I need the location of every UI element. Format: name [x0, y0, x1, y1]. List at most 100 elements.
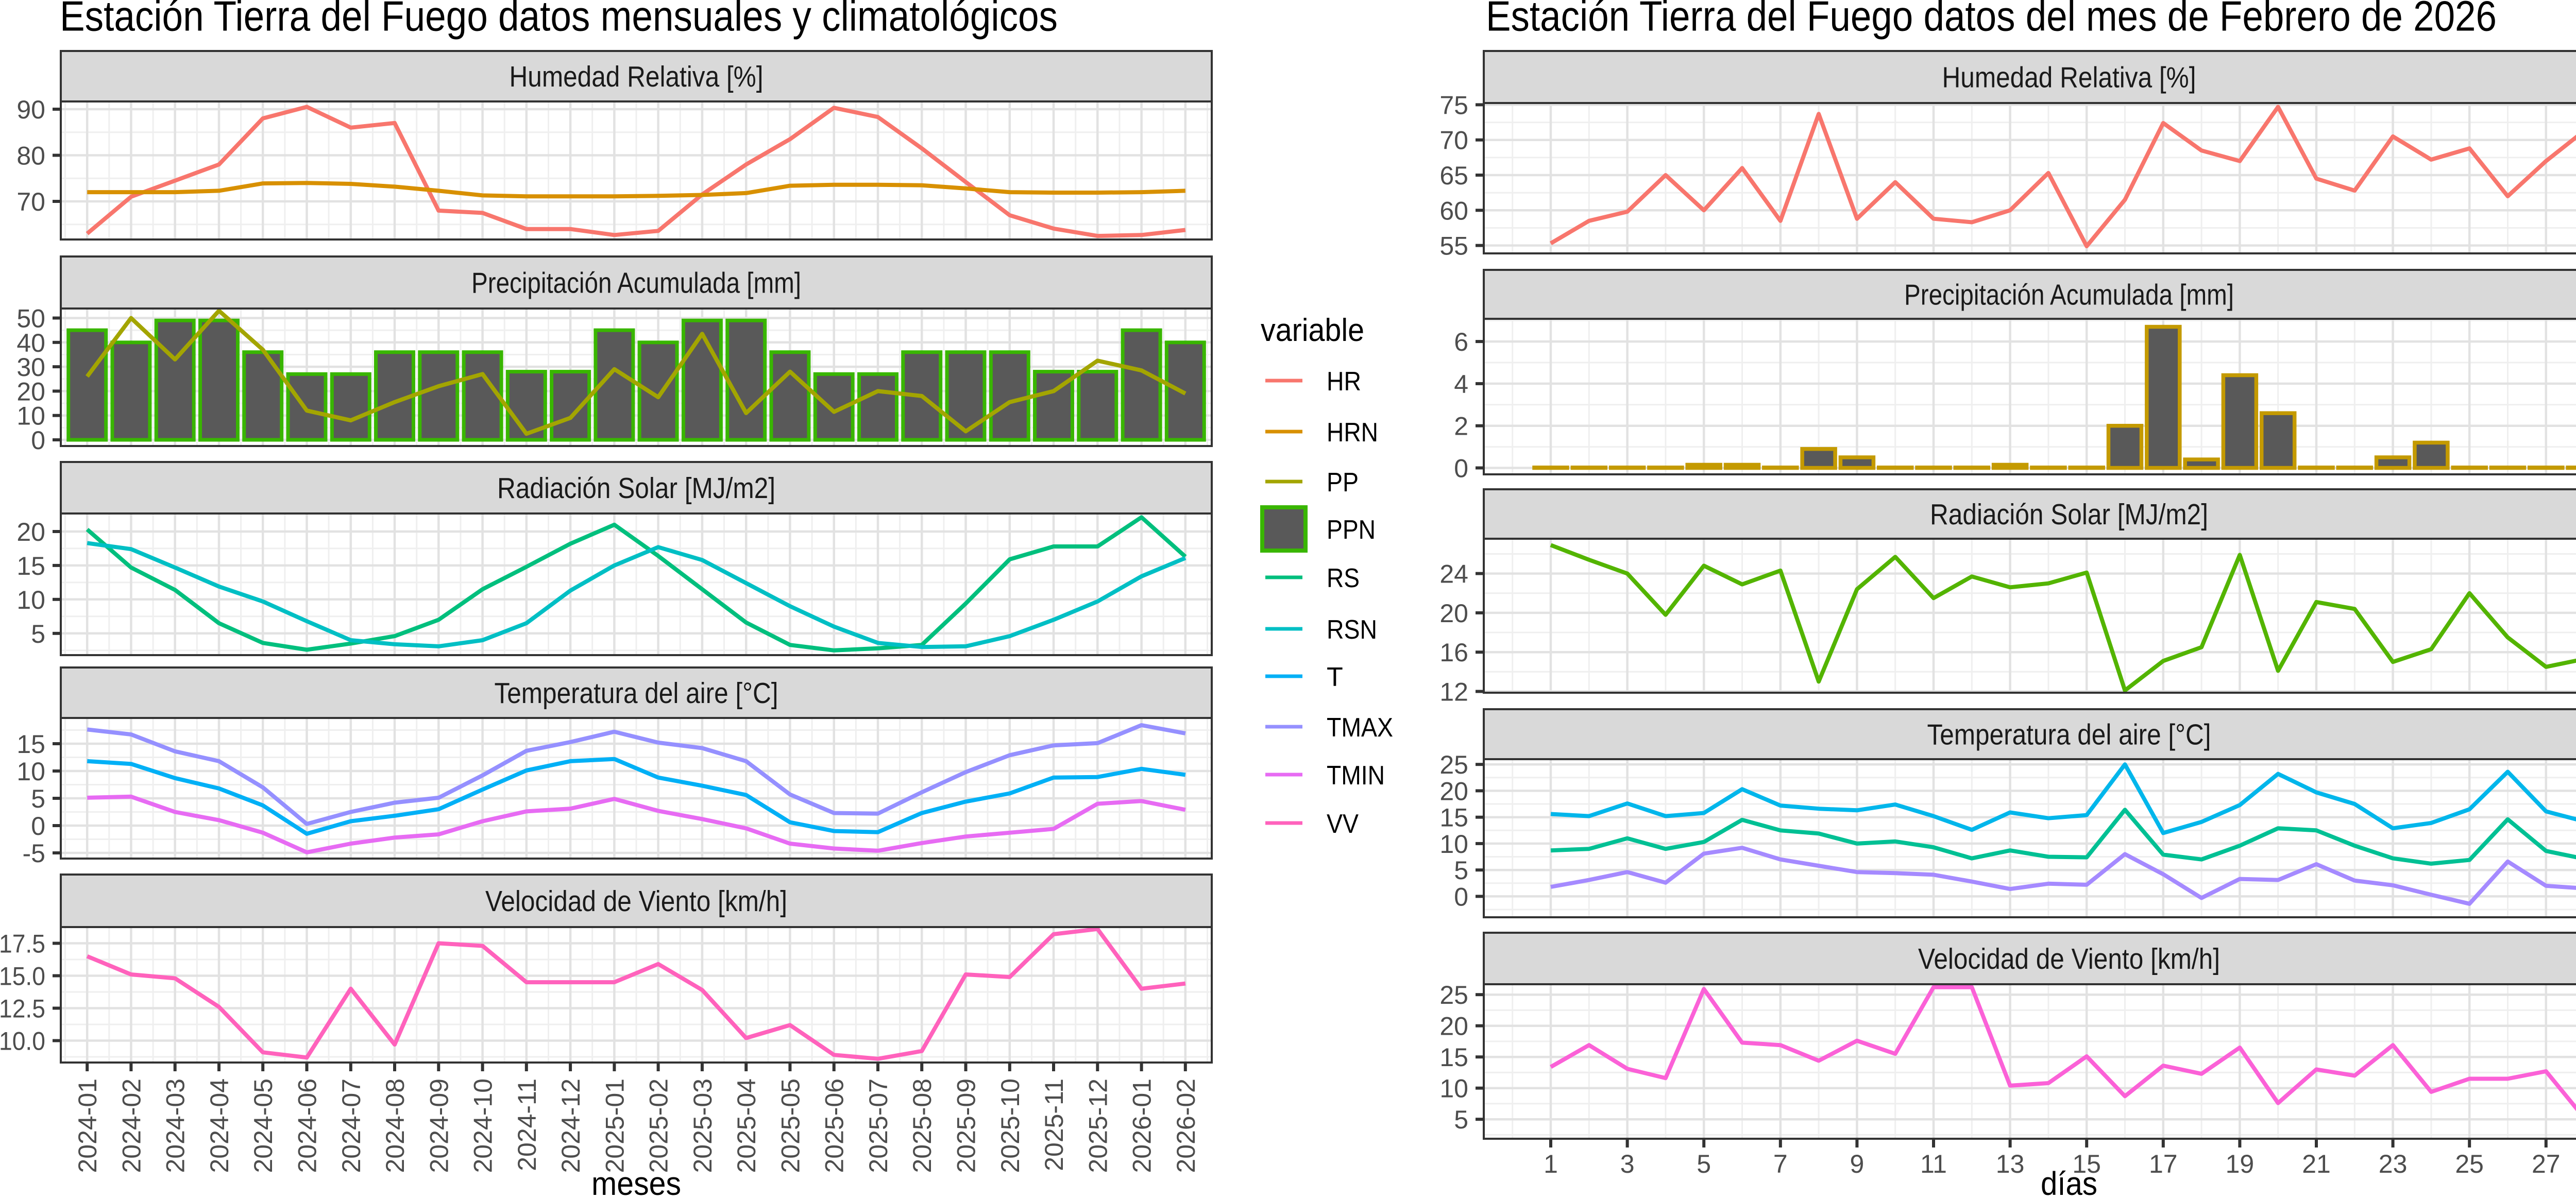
svg-text:2024-08: 2024-08 [381, 1078, 410, 1173]
svg-text:1: 1 [1544, 1150, 1558, 1178]
svg-text:2024-09: 2024-09 [425, 1078, 453, 1173]
svg-text:30: 30 [16, 353, 45, 382]
svg-text:20: 20 [16, 518, 45, 546]
svg-text:90: 90 [16, 95, 45, 124]
svg-text:2024-10: 2024-10 [469, 1078, 498, 1173]
svg-text:15: 15 [16, 730, 45, 759]
svg-text:15.0: 15.0 [0, 962, 45, 991]
svg-text:RS: RS [1327, 563, 1360, 593]
svg-text:5: 5 [31, 620, 45, 648]
svg-text:21: 21 [2302, 1150, 2331, 1178]
svg-text:Estación Tierra del Fuego dato: Estación Tierra del Fuego datos del mes … [1486, 0, 2497, 40]
svg-text:10: 10 [1439, 1074, 1468, 1103]
svg-text:variable: variable [1261, 313, 1364, 348]
svg-text:Radiación Solar [MJ/m2]: Radiación Solar [MJ/m2] [497, 472, 775, 505]
svg-text:Temperatura del aire [°C]: Temperatura del aire [°C] [1927, 718, 2211, 751]
svg-text:2024-11: 2024-11 [513, 1078, 541, 1171]
svg-text:23: 23 [2379, 1150, 2408, 1178]
svg-text:24: 24 [1439, 560, 1468, 589]
svg-text:Temperatura del aire [°C]: Temperatura del aire [°C] [495, 677, 778, 710]
svg-text:2024-12: 2024-12 [556, 1078, 585, 1173]
svg-text:12: 12 [1439, 678, 1468, 707]
svg-text:TMAX: TMAX [1327, 713, 1393, 743]
svg-text:19: 19 [2226, 1150, 2255, 1178]
svg-text:2025-04: 2025-04 [732, 1078, 761, 1173]
svg-text:Humedad Relativa [%]: Humedad Relativa [%] [510, 60, 764, 93]
svg-text:20: 20 [16, 377, 45, 406]
svg-text:50: 50 [16, 304, 45, 333]
svg-text:RSN: RSN [1327, 615, 1377, 645]
svg-text:Radiación Solar [MJ/m2]: Radiación Solar [MJ/m2] [1930, 498, 2208, 531]
svg-text:10: 10 [16, 402, 45, 431]
svg-text:10.0: 10.0 [0, 1027, 45, 1056]
svg-text:65: 65 [1439, 161, 1468, 190]
svg-text:2025-03: 2025-03 [688, 1078, 717, 1173]
svg-text:16: 16 [1439, 638, 1468, 667]
svg-text:5: 5 [1697, 1150, 1711, 1178]
svg-text:7: 7 [1773, 1150, 1788, 1178]
svg-text:2024-07: 2024-07 [337, 1078, 366, 1173]
svg-text:40: 40 [16, 329, 45, 357]
svg-text:2: 2 [1454, 412, 1468, 441]
svg-text:13: 13 [1996, 1150, 2025, 1178]
svg-text:VV: VV [1327, 809, 1359, 839]
svg-text:11: 11 [1920, 1150, 1947, 1178]
svg-text:0: 0 [1454, 454, 1468, 483]
svg-text:2025-01: 2025-01 [600, 1078, 629, 1173]
svg-text:15: 15 [1439, 803, 1468, 832]
svg-text:17.5: 17.5 [0, 930, 45, 958]
svg-text:2024-01: 2024-01 [73, 1078, 102, 1173]
svg-text:Velocidad de Viento [km/h]: Velocidad de Viento [km/h] [1918, 943, 2220, 975]
svg-text:4: 4 [1454, 370, 1468, 399]
svg-text:60: 60 [1439, 196, 1468, 225]
svg-text:3: 3 [1620, 1150, 1635, 1178]
svg-text:0: 0 [1454, 882, 1468, 911]
svg-text:Estación Tierra del Fuego dato: Estación Tierra del Fuego datos mensuale… [60, 0, 1058, 40]
svg-text:Precipitación Acumulada [mm]: Precipitación Acumulada [mm] [1904, 279, 2234, 312]
svg-text:Velocidad de Viento [km/h]: Velocidad de Viento [km/h] [485, 885, 787, 918]
svg-text:20: 20 [1439, 1012, 1468, 1041]
svg-text:2024-03: 2024-03 [161, 1078, 190, 1173]
svg-text:15: 15 [16, 552, 45, 580]
svg-text:2025-06: 2025-06 [820, 1078, 849, 1173]
svg-text:70: 70 [16, 187, 45, 216]
svg-text:70: 70 [1439, 126, 1468, 155]
svg-text:2025-02: 2025-02 [645, 1078, 673, 1173]
svg-text:2025-12: 2025-12 [1083, 1078, 1112, 1173]
svg-text:Humedad Relativa [%]: Humedad Relativa [%] [1942, 61, 2196, 94]
svg-text:25: 25 [2455, 1150, 2484, 1178]
svg-text:2025-07: 2025-07 [864, 1078, 893, 1173]
svg-text:25: 25 [1439, 981, 1468, 1009]
svg-text:Precipitación Acumulada [mm]: Precipitación Acumulada [mm] [471, 267, 801, 300]
svg-text:2025-08: 2025-08 [908, 1078, 937, 1173]
svg-text:9: 9 [1850, 1150, 1864, 1178]
svg-text:2025-11: 2025-11 [1040, 1078, 1069, 1171]
svg-text:10: 10 [1439, 830, 1468, 859]
svg-text:12.5: 12.5 [0, 995, 45, 1023]
svg-text:17: 17 [2149, 1150, 2178, 1178]
svg-text:T: T [1327, 662, 1343, 692]
svg-text:55: 55 [1439, 232, 1468, 261]
svg-text:2024-06: 2024-06 [293, 1078, 322, 1173]
svg-text:0: 0 [31, 426, 45, 455]
svg-text:2026-01: 2026-01 [1128, 1078, 1157, 1173]
svg-text:2025-10: 2025-10 [996, 1078, 1025, 1173]
svg-text:20: 20 [1439, 777, 1468, 806]
svg-text:10: 10 [16, 586, 45, 614]
svg-text:80: 80 [16, 142, 45, 170]
svg-text:6: 6 [1454, 328, 1468, 356]
svg-text:15: 15 [1439, 1043, 1468, 1072]
svg-text:25: 25 [1439, 750, 1468, 779]
svg-text:75: 75 [1439, 91, 1468, 119]
svg-text:PPN: PPN [1327, 515, 1376, 545]
svg-text:2025-05: 2025-05 [776, 1078, 805, 1173]
svg-text:PP: PP [1327, 468, 1359, 498]
svg-text:20: 20 [1439, 599, 1468, 628]
svg-text:15: 15 [2072, 1150, 2101, 1178]
svg-text:días: días [2041, 1165, 2097, 1199]
svg-text:2024-02: 2024-02 [117, 1078, 146, 1173]
svg-text:2025-09: 2025-09 [952, 1078, 981, 1173]
svg-text:2026-02: 2026-02 [1172, 1078, 1200, 1173]
svg-text:5: 5 [31, 784, 45, 813]
svg-text:5: 5 [1454, 856, 1468, 885]
